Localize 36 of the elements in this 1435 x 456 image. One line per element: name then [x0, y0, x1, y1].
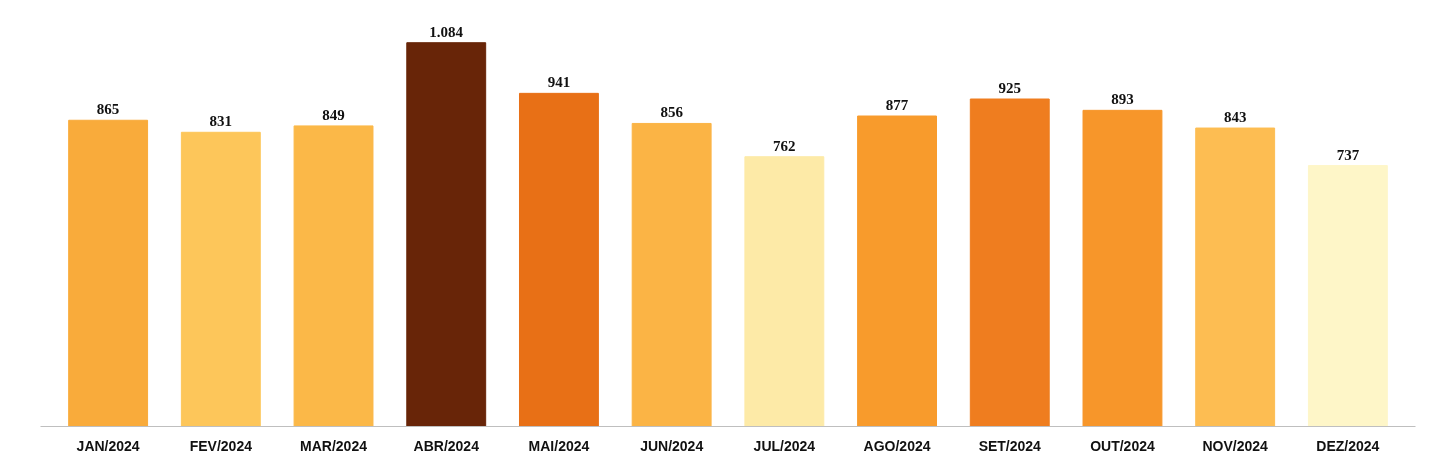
data-label: 865 — [96, 101, 120, 118]
bar — [744, 156, 825, 427]
x-tick-label: JUL/2024 — [753, 437, 816, 454]
bar — [969, 98, 1050, 427]
x-tick-label: FEV/2024 — [189, 437, 253, 454]
data-label: 1.084 — [429, 23, 464, 40]
x-tick-label: ABR/2024 — [413, 437, 480, 454]
bar — [519, 92, 599, 427]
x-tick-label: MAI/2024 — [528, 437, 590, 454]
bar — [180, 131, 261, 427]
x-tick-label: MAR/2024 — [300, 437, 368, 454]
data-label: 877 — [885, 97, 909, 113]
bar — [631, 122, 712, 427]
x-tick-label: SET/2024 — [978, 437, 1042, 454]
data-label: 843 — [1223, 109, 1247, 126]
data-label: 856 — [660, 104, 684, 121]
x-tick-label: DEZ/2024 — [1316, 437, 1380, 454]
bar — [1307, 165, 1388, 427]
data-label: 737 — [1336, 146, 1360, 163]
bar — [857, 115, 937, 427]
bar — [1082, 109, 1163, 427]
bar — [293, 125, 374, 427]
x-tick-label: OUT/2024 — [1090, 437, 1155, 454]
data-label: 925 — [998, 80, 1022, 97]
x-tick-label: JUN/2024 — [640, 437, 704, 454]
x-tick-label: NOV/2024 — [1202, 437, 1269, 454]
data-label: 849 — [322, 106, 345, 123]
data-label: 893 — [1111, 91, 1134, 108]
data-label: 831 — [209, 113, 233, 130]
x-tick-label: AGO/2024 — [863, 437, 931, 454]
bar — [406, 42, 487, 427]
x-tick-label: JAN/2024 — [76, 437, 140, 454]
data-label: 762 — [773, 137, 796, 154]
data-label: 941 — [547, 74, 571, 91]
bar — [68, 119, 149, 427]
bar — [1195, 127, 1276, 427]
